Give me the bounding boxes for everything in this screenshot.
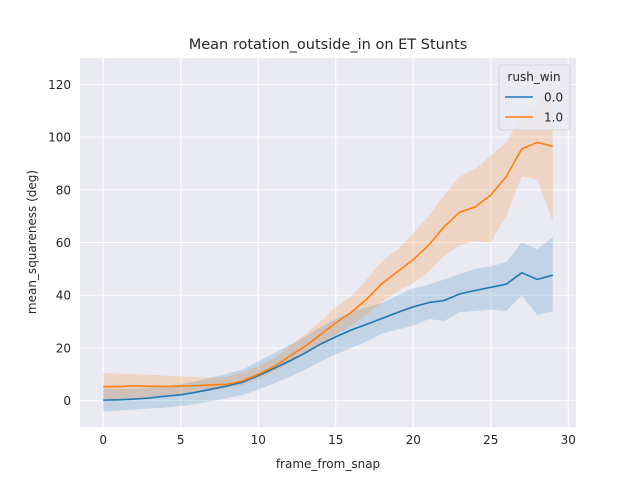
confidence-bands bbox=[103, 71, 553, 412]
legend: rush_win 0.0 1.0 bbox=[498, 64, 571, 131]
x-tick-label: 20 bbox=[406, 433, 421, 447]
x-tick-label: 0 bbox=[99, 433, 107, 447]
y-tick-label: 40 bbox=[56, 289, 71, 303]
x-tick-label: 10 bbox=[251, 433, 266, 447]
legend-label-0: 0.0 bbox=[544, 91, 563, 105]
x-tick-label: 15 bbox=[328, 433, 343, 447]
y-tick-label: 120 bbox=[48, 78, 71, 92]
x-axis-label: frame_from_snap bbox=[276, 457, 380, 471]
ci-band-0.0 bbox=[103, 237, 553, 412]
x-tick-label: 25 bbox=[483, 433, 498, 447]
y-tick-labels: 0 20 40 60 80 100 120 bbox=[48, 78, 71, 408]
legend-label-1: 1.0 bbox=[544, 111, 563, 125]
y-tick-label: 100 bbox=[48, 131, 71, 145]
x-tick-labels: 0 5 10 15 20 25 30 bbox=[99, 433, 575, 447]
legend-box bbox=[498, 64, 571, 131]
y-tick-label: 80 bbox=[56, 183, 71, 197]
series-line-1.0 bbox=[103, 141, 553, 388]
legend-title: rush_win bbox=[507, 70, 560, 84]
ci-band-1.0 bbox=[103, 71, 553, 400]
y-tick-label: 20 bbox=[56, 341, 71, 355]
x-tick-label: 30 bbox=[561, 433, 576, 447]
series-lines bbox=[103, 141, 553, 401]
series-line-0.0 bbox=[103, 272, 553, 401]
chart-title: Mean rotation_outside_in on ET Stunts bbox=[189, 37, 468, 53]
y-tick-label: 60 bbox=[56, 236, 71, 250]
y-axis-label: mean_squareness (deg) bbox=[25, 170, 39, 314]
grid-lines bbox=[80, 58, 576, 427]
x-tick-label: 5 bbox=[177, 433, 185, 447]
y-tick-label: 0 bbox=[63, 394, 71, 408]
